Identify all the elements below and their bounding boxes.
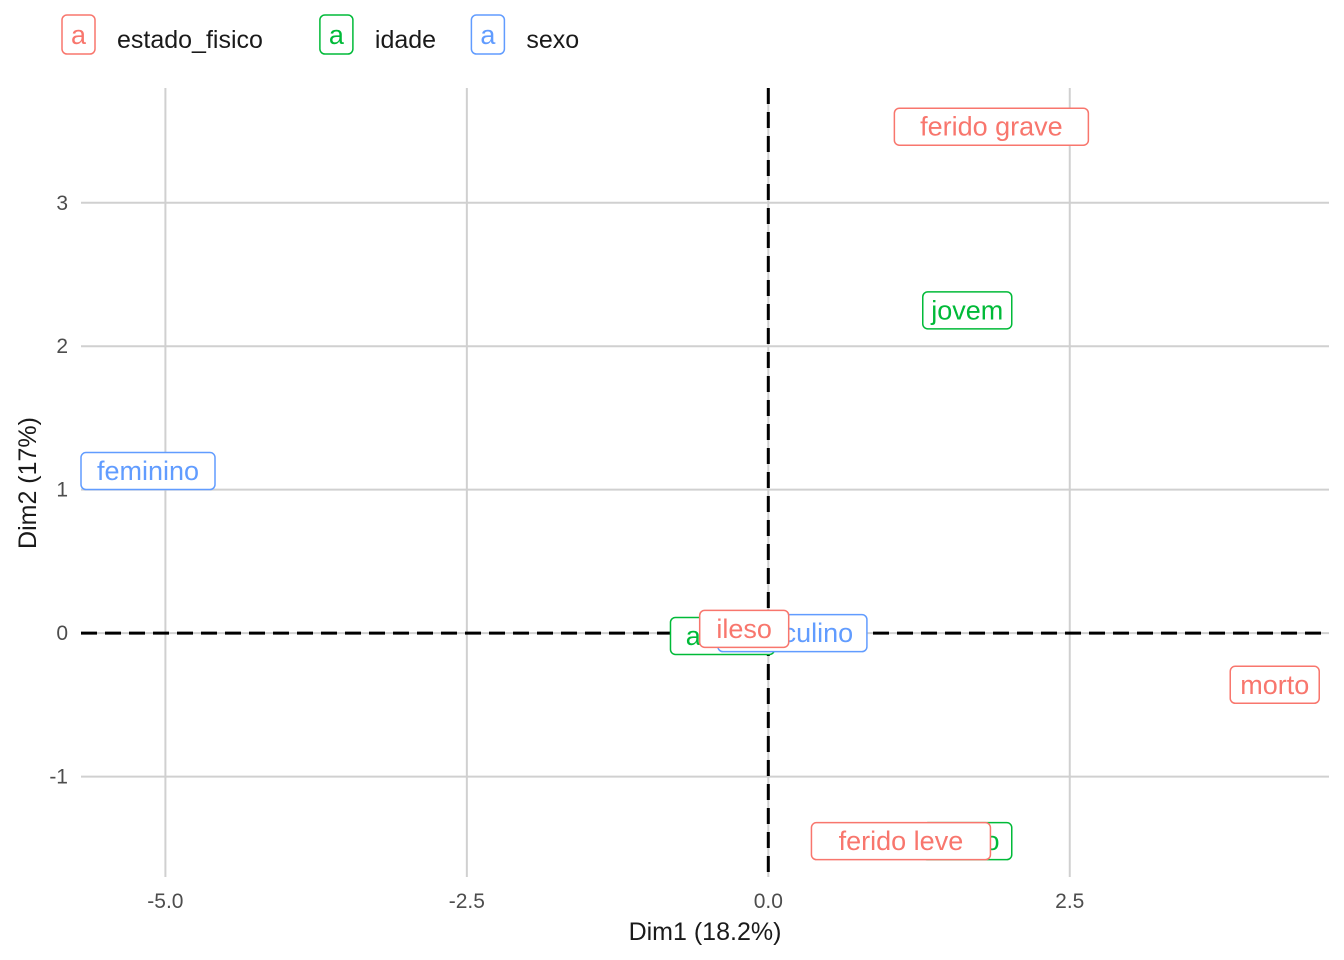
label-text: jovem [930,295,1003,325]
legend-item-idade: a idade [320,15,436,54]
reference-lines [81,88,1329,877]
legend-label: estado_fisico [117,26,263,54]
point-label-ileso: ileso [700,610,789,647]
x-tick-label: 0.0 [754,890,783,913]
point-label-ferido-leve: ferido leve [811,823,990,860]
x-tick-label: -5.0 [147,890,183,913]
point-label-feminino: feminino [81,453,215,490]
label-text: ferido grave [920,112,1063,142]
grid [81,88,1329,877]
legend-label: idade [375,26,436,54]
legend-key-glyph: a [329,20,345,50]
label-text: ferido leve [839,826,964,856]
legend-key-glyph: a [480,20,496,50]
point-label-ferido-grave: ferido grave [894,108,1088,145]
label-text: morto [1240,670,1309,700]
legend-label: sexo [526,26,579,54]
point-labels: jovemadultoidosofemininomasculinoferido … [81,108,1319,859]
legend-item-estado_fisico: a estado_fisico [62,15,263,54]
legend: a estado_fisico a idade a sexo [62,15,579,54]
legend-item-sexo: a sexo [471,15,579,54]
x-tick-label: 2.5 [1055,890,1084,913]
y-axis-ticks: -1 0 1 2 3 [49,192,68,789]
x-tick-label: -2.5 [449,890,485,913]
label-text: feminino [97,456,199,486]
legend-key-glyph: a [71,20,87,50]
point-label-morto: morto [1230,666,1319,703]
x-axis-title: Dim1 (18.2%) [629,918,782,946]
point-label-jovem: jovem [923,292,1012,329]
y-tick-label: 0 [56,622,68,645]
y-tick-label: -1 [49,766,68,789]
x-axis-ticks: -5.0 -2.5 0.0 2.5 [147,890,1084,913]
y-tick-label: 1 [56,479,68,502]
y-tick-label: 3 [56,192,68,215]
y-axis-title: Dim2 (17%) [14,417,42,549]
y-tick-label: 2 [56,335,68,358]
label-text: ileso [716,614,772,644]
